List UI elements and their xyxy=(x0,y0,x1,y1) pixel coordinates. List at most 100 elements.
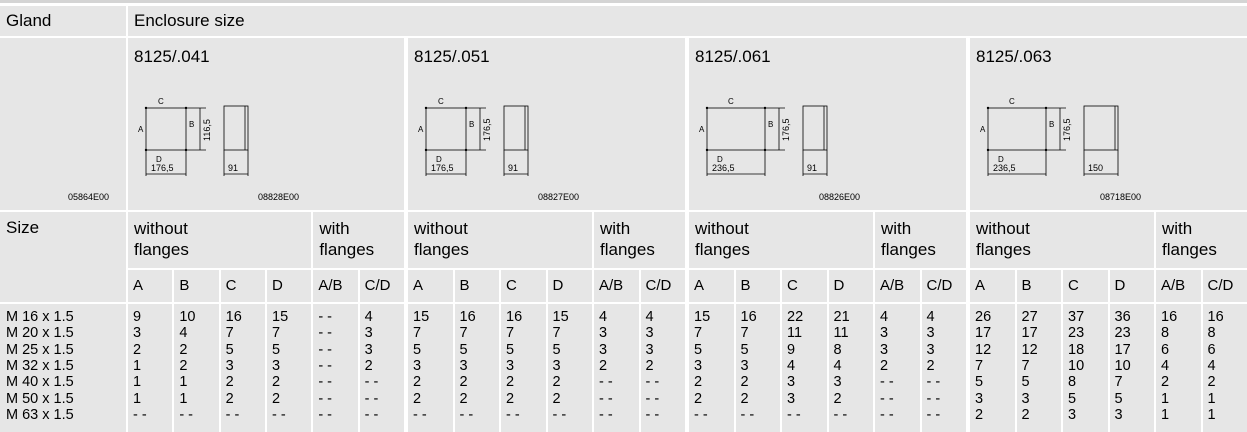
width-dim: 236,5 xyxy=(993,163,1016,173)
count-value: 10 xyxy=(1068,357,1085,374)
column-header-cell xyxy=(1063,270,1108,302)
count-value: 17 xyxy=(1021,325,1038,342)
count-value: - - xyxy=(926,406,941,423)
label-c: C xyxy=(438,97,444,106)
column-header-cell xyxy=(921,270,966,302)
column-header-cell xyxy=(828,270,873,302)
column-header: C/D xyxy=(1207,277,1234,294)
column-header: A xyxy=(133,277,144,294)
size-label: Size xyxy=(6,218,40,237)
drawing-code: 08827E00 xyxy=(538,192,580,202)
depth-dim: 150 xyxy=(1088,163,1103,173)
size-value: M 16 x 1.5 xyxy=(6,309,74,325)
enclosure-cell xyxy=(970,38,1247,210)
gland-header-text: Gland xyxy=(6,11,52,30)
gland-image-cell xyxy=(0,38,126,210)
without-flanges: without flanges xyxy=(134,219,189,259)
label-a: A xyxy=(138,125,144,134)
count-value: 2 xyxy=(179,341,188,358)
count-value: 2 xyxy=(133,341,142,358)
size-header xyxy=(0,212,126,302)
column-header: A xyxy=(694,277,705,294)
height-dim: 116,5 xyxy=(202,119,212,141)
count-value: 9 xyxy=(133,309,142,325)
corner-dot xyxy=(424,106,428,110)
column-header-cell xyxy=(220,270,265,302)
count-value: - - xyxy=(552,406,567,423)
with-flanges-cell xyxy=(1156,212,1247,268)
column-header-cell xyxy=(875,270,920,302)
without-flanges-cell xyxy=(970,212,1154,268)
column-header: D xyxy=(833,277,845,294)
corner-dot xyxy=(986,106,990,110)
count-value: - - xyxy=(926,374,941,391)
label-d: D xyxy=(998,155,1004,164)
count-value: - - xyxy=(599,406,613,423)
column-header-cell xyxy=(689,270,734,302)
count-value: 3 xyxy=(926,341,935,358)
column-header-cell xyxy=(174,270,219,302)
count-value: 5 xyxy=(1068,390,1077,407)
count-value: 5 xyxy=(506,341,515,358)
count-value: 2 xyxy=(645,357,654,374)
count-value: - - xyxy=(133,406,147,423)
enclosure-title: 8125/.063 xyxy=(976,47,1052,66)
count-value: 3 xyxy=(225,357,234,374)
column-header-cell xyxy=(970,270,1015,302)
count-value: 2 xyxy=(272,374,281,391)
count-value: 10 xyxy=(179,309,196,325)
count-value: 3 xyxy=(975,390,984,407)
count-value: 3 xyxy=(599,325,608,342)
count-value: 3 xyxy=(1068,406,1077,423)
count-value: 10 xyxy=(1114,357,1131,374)
count-value: 5 xyxy=(1114,390,1123,407)
enclosure-header-text: Enclosure size xyxy=(134,11,245,30)
count-value: 16 xyxy=(740,309,757,325)
count-value: 17 xyxy=(975,325,992,342)
column-header: C/D xyxy=(645,277,672,294)
label-c: C xyxy=(1009,97,1015,106)
count-value: 7 xyxy=(459,325,468,342)
count-value: 3 xyxy=(364,325,373,342)
count-value: 4 xyxy=(364,309,373,325)
label-b: B xyxy=(768,120,773,129)
count-value: 16 xyxy=(506,309,523,325)
without-flanges: without flanges xyxy=(976,219,1031,259)
enclosure-header xyxy=(128,6,1247,36)
label-c: C xyxy=(728,97,734,106)
value-cell xyxy=(501,304,546,432)
front-view xyxy=(145,107,187,151)
column-header-cell xyxy=(782,270,827,302)
enclosure-title: 8125/.051 xyxy=(414,47,490,66)
column-header: B xyxy=(1021,277,1032,294)
count-value: 2 xyxy=(459,390,468,407)
count-value: 6 xyxy=(1161,341,1170,358)
without-flanges: without flanges xyxy=(414,219,469,259)
value-cell xyxy=(313,304,358,432)
count-value: 7 xyxy=(694,325,703,342)
count-value: 6 xyxy=(1207,341,1216,358)
count-value: 27 xyxy=(1021,309,1038,325)
count-value: 5 xyxy=(694,341,703,358)
count-value: 5 xyxy=(225,341,234,358)
count-value: 3 xyxy=(1114,406,1123,423)
count-value: 2 xyxy=(926,357,935,374)
count-value: 2 xyxy=(975,406,984,423)
count-value: 2 xyxy=(694,390,703,407)
count-value: 5 xyxy=(552,341,561,358)
count-value: 7 xyxy=(552,325,561,342)
count-value: - - xyxy=(833,406,848,423)
size-cell xyxy=(0,304,126,432)
count-value: 15 xyxy=(552,309,569,325)
column-header-cell xyxy=(501,270,546,302)
count-value: 2 xyxy=(1207,374,1216,391)
column-header: B xyxy=(179,277,190,294)
value-cell xyxy=(640,304,685,432)
count-value: - - xyxy=(318,406,333,423)
column-header: A/B xyxy=(1161,277,1186,294)
front-view xyxy=(706,107,766,151)
count-value: - - xyxy=(272,406,286,423)
column-header-cell xyxy=(267,270,312,302)
count-value: 1 xyxy=(133,374,142,391)
